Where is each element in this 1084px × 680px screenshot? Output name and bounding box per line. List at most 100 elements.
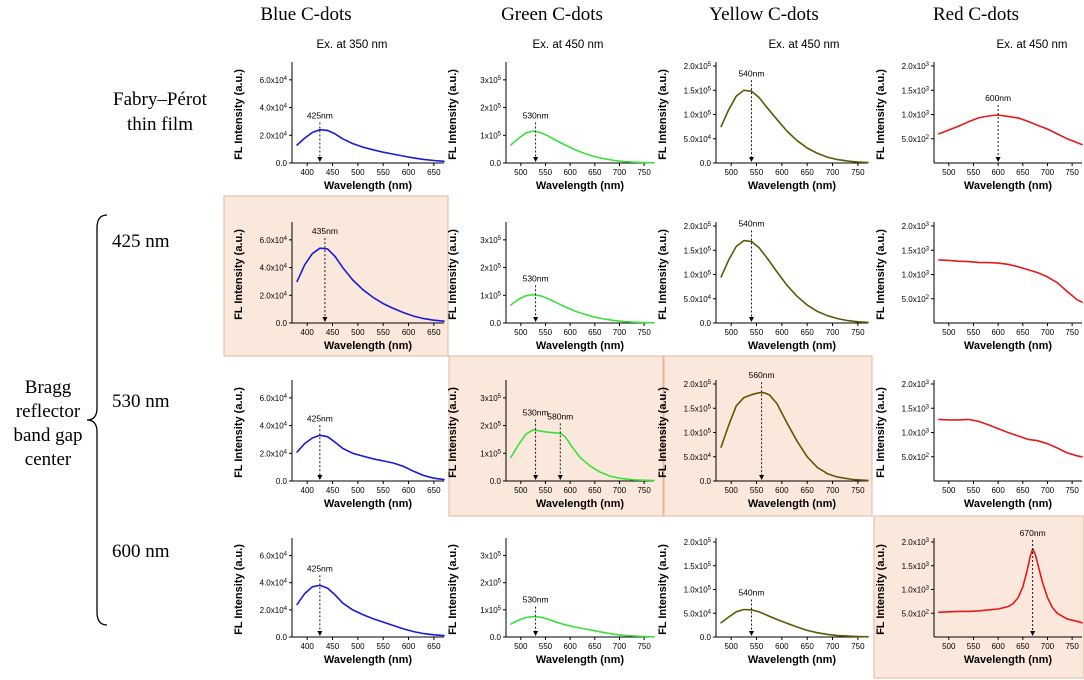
peak-label: 540nm: [738, 219, 764, 229]
series-line: [720, 239, 869, 324]
bragg-label-line1: Bragg: [25, 377, 72, 398]
x-tick-label: 550: [539, 642, 553, 651]
x-tick-label: 750: [637, 642, 651, 651]
series-line: [510, 130, 655, 164]
peak-label: 425nm: [307, 413, 333, 423]
y-axis-label: FL Intensity (a.u.): [233, 544, 245, 635]
x-tick-label: 650: [801, 168, 815, 177]
x-tick-label: 700: [826, 328, 840, 337]
x-tick-label: 400: [301, 168, 315, 177]
y-axis-label: FL Intensity (a.u.): [447, 544, 459, 635]
y-tick-label: 2.0x104: [260, 131, 288, 140]
x-tick-label: 700: [1041, 168, 1055, 177]
x-axis-label: Wavelength (nm): [536, 654, 625, 666]
x-axis-label: Wavelength (nm): [748, 498, 837, 510]
x-tick-label: 600: [991, 328, 1005, 337]
x-tick-label: 650: [427, 486, 441, 495]
y-tick-label: 2x105: [480, 264, 501, 273]
x-tick-label: 500: [351, 486, 365, 495]
x-tick-label: 700: [613, 486, 627, 495]
x-tick-label: 600: [991, 642, 1005, 651]
y-tick-label: 1.0x103: [902, 586, 930, 595]
peak-marker-arrow: [557, 475, 563, 480]
y-tick-label: 5.0x102: [902, 295, 930, 304]
x-tick-label: 750: [637, 486, 651, 495]
series-line: [296, 128, 445, 163]
y-tick-label: 2.0x104: [260, 291, 288, 300]
series-line: [296, 434, 445, 481]
x-tick-label: 650: [588, 168, 602, 177]
y-tick-label: 5.0x102: [902, 453, 930, 462]
y-tick-label: 3x105: [480, 552, 501, 561]
chart-r3-c3: 500 550 600 650 700 750 5.0x102 1.0x103 1.5x103 2…: [875, 528, 1083, 666]
x-tick-label: 750: [1065, 168, 1079, 177]
x-axis-label: Wavelength (nm): [964, 654, 1053, 666]
x-tick-label: 600: [563, 486, 577, 495]
peak-marker-arrow: [533, 157, 539, 162]
peak-marker-arrow: [748, 157, 754, 162]
row-label-600nm: 600 nm: [112, 541, 170, 562]
x-tick-label: 600: [775, 642, 789, 651]
x-tick-label: 600: [991, 486, 1005, 495]
x-tick-label: 650: [588, 486, 602, 495]
x-tick-label: 750: [851, 328, 865, 337]
y-tick-label: 2.0x104: [260, 449, 288, 458]
x-axis-label: Wavelength (nm): [324, 498, 413, 510]
peak-marker-arrow: [533, 631, 539, 636]
excitation-label-blue: Ex. at 350 nm: [317, 39, 388, 51]
peak-marker-arrow: [748, 317, 754, 322]
x-axis-label: Wavelength (nm): [536, 180, 625, 192]
y-tick-label: 2.0x104: [260, 606, 288, 615]
x-tick-label: 550: [377, 168, 391, 177]
x-tick-label: 550: [377, 486, 391, 495]
x-axis-label: Wavelength (nm): [748, 180, 837, 192]
peak-label: 530nm: [523, 595, 549, 605]
highlight-box-r2-c1: [448, 355, 664, 517]
x-tick-label: 600: [775, 486, 789, 495]
charts-layer: 400 450 500 550 600 650 0.0 2.0x104 4.0x104 6.0x1…: [233, 62, 1083, 666]
chart-r1-c0: 400 450 500 550 600 650 0.0 2.0x104 4.0x104 6.0x1…: [233, 222, 445, 352]
y-tick-label: 0.0: [700, 319, 712, 328]
y-tick-label: 2x105: [480, 579, 501, 588]
series-line: [510, 428, 655, 482]
x-tick-label: 550: [750, 328, 764, 337]
x-axis-label: Wavelength (nm): [324, 180, 413, 192]
x-axis-label: Wavelength (nm): [536, 340, 625, 352]
column-title-blue: Blue C-dots: [260, 4, 351, 25]
x-tick-label: 750: [1065, 486, 1079, 495]
x-tick-label: 700: [826, 642, 840, 651]
y-tick-label: 2.0x103: [902, 380, 930, 389]
y-axis-label: FL Intensity (a.u.): [875, 544, 887, 635]
y-tick-label: 1.5x103: [902, 404, 930, 413]
x-tick-label: 450: [326, 486, 340, 495]
chart-r0-c2: 500 550 600 650 700 750 0.0 5.0x104 1.0x105 1.5x1…: [657, 62, 869, 192]
x-tick-label: 700: [1041, 642, 1055, 651]
x-tick-label: 650: [1016, 328, 1030, 337]
peak-marker-arrow: [995, 157, 1001, 162]
y-tick-label: 5.0x104: [684, 609, 712, 618]
highlight-box-r3-c3: [873, 515, 1084, 679]
y-tick-label: 1.5x103: [902, 246, 930, 255]
x-axis-label: Wavelength (nm): [748, 340, 837, 352]
peak-label: 540nm: [738, 68, 764, 78]
x-tick-label: 600: [402, 328, 416, 337]
series-line: [510, 293, 655, 324]
y-tick-label: 3x105: [480, 236, 501, 245]
x-tick-label: 550: [967, 642, 981, 651]
x-axis-label: Wavelength (nm): [964, 340, 1053, 352]
y-tick-label: 6.0x104: [260, 394, 288, 403]
y-tick-label: 1.0x105: [684, 271, 712, 280]
y-tick-label: 1.5x105: [684, 246, 712, 255]
chart-r1-c3: 500 550 600 650 700 750 5.0x102 1.0x103 1.5x103 2…: [875, 222, 1083, 352]
x-tick-label: 750: [637, 168, 651, 177]
x-tick-label: 550: [967, 168, 981, 177]
highlight-box-r2-c2: [663, 355, 873, 517]
y-tick-label: 1.5x105: [684, 86, 712, 95]
x-tick-label: 700: [1041, 328, 1055, 337]
y-tick-label: 1x105: [480, 606, 501, 615]
y-tick-label: 1.0x103: [902, 429, 930, 438]
y-tick-label: 1x105: [480, 131, 501, 140]
x-axis-label: Wavelength (nm): [748, 654, 837, 666]
highlight-box-r1-c0: [223, 195, 449, 357]
y-axis-label: FL Intensity (a.u.): [875, 387, 887, 478]
